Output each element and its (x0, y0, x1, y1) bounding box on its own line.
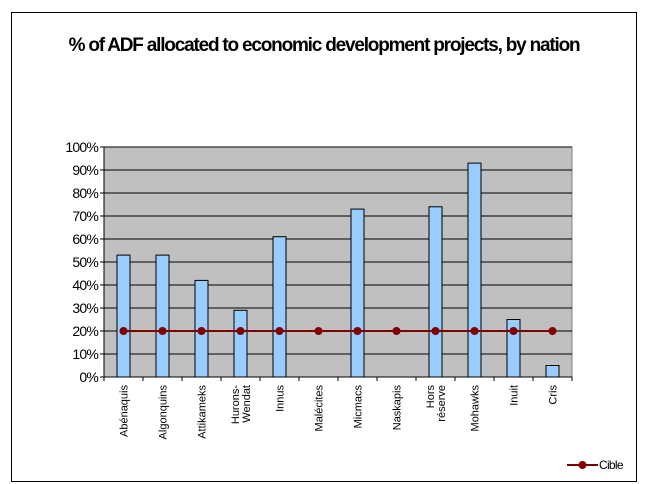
target-marker (470, 327, 479, 335)
y-tick-label: 20% (72, 323, 98, 339)
x-tick-label: Hurons-Wendat (230, 385, 253, 424)
bar (350, 208, 365, 378)
y-tick-label: 70% (72, 208, 98, 224)
x-tick-label: Inuit (509, 385, 521, 406)
x-tick-label: Horsréserve (425, 385, 448, 422)
bar (506, 319, 521, 378)
chart-title: % of ADF allocated to economic developme… (68, 35, 581, 56)
x-tick-label: Algonquins (158, 385, 170, 440)
y-tick-label: 40% (72, 277, 98, 293)
target-marker (509, 327, 518, 335)
target-marker (119, 327, 128, 335)
x-tick-label: Malécites (314, 385, 326, 432)
target-marker (548, 327, 557, 335)
x-tick-label: Micmacs (353, 385, 365, 429)
bar (545, 365, 560, 378)
target-marker (236, 327, 245, 335)
legend-label: Cible (599, 458, 624, 472)
x-tick-label: Innus (275, 385, 287, 412)
y-tick-label: 10% (72, 346, 98, 362)
target-marker (158, 327, 167, 335)
plot-area: 0% 10% 20% 30% 40% 50% 60% 70% 80% 90% 100% Abénaqu… (65, 139, 624, 472)
bar (155, 254, 170, 378)
y-tick-label: 50% (72, 254, 98, 270)
bar (233, 309, 248, 378)
target-marker (392, 327, 401, 335)
bar (116, 254, 131, 378)
target-marker (197, 327, 206, 335)
x-tick-label: Attikameks (197, 385, 209, 439)
x-tick-label: Abénaquis (119, 385, 131, 437)
y-tick-label: 100% (65, 139, 98, 155)
bar (428, 206, 443, 378)
y-tick-label: 30% (72, 300, 98, 316)
target-marker (353, 327, 362, 335)
legend-marker (578, 461, 587, 469)
x-tick-label: Naskapis (392, 385, 404, 431)
x-tick-label: Cris (548, 385, 560, 405)
target-marker (314, 327, 323, 335)
bar (467, 162, 482, 378)
y-tick-label: 90% (72, 162, 98, 178)
x-tick-label: Mohawks (470, 385, 482, 432)
bar (272, 236, 287, 378)
y-tick-label: 60% (72, 231, 98, 247)
y-tick-label: 0% (79, 369, 98, 385)
target-marker (431, 327, 440, 335)
target-marker (275, 327, 284, 335)
y-tick-label: 80% (72, 185, 98, 201)
